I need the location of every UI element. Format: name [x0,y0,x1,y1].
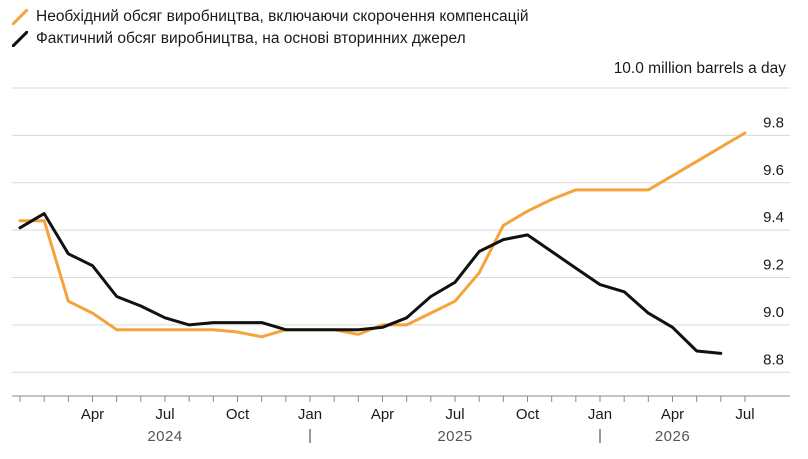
x-tick-label: Jul [155,406,174,423]
x-tick-label: Oct [516,406,540,423]
black-line-swatch-icon [12,31,28,47]
legend-item-actual: Фактичний обсяг виробництва, на основі в… [12,28,529,50]
legend: Необхідний обсяг виробництва, включаючи … [12,6,529,50]
unit-label: 10.0 million barrels a day [613,60,786,77]
y-tick-label: 9.2 [763,257,784,274]
x-tick-label: Jan [588,406,612,423]
year-label: 2026 [655,428,690,445]
legend-item-required: Необхідний обсяг виробництва, включаючи … [12,6,529,28]
x-tick-label: Jul [445,406,464,423]
y-tick-label: 9.6 [763,162,784,179]
y-tick-label: 9.4 [763,209,784,226]
year-label: 2024 [147,428,182,445]
orange-line-swatch-icon [12,9,28,25]
legend-label-required: Необхідний обсяг виробництва, включаючи … [36,8,529,25]
x-tick-label: Jan [298,406,322,423]
series-line-required [18,131,747,339]
y-tick-label: 8.8 [763,351,784,368]
x-tick-label: Oct [226,406,250,423]
x-tick-label: Apr [371,406,394,423]
year-label: 2025 [437,428,472,445]
y-tick-label: 9.8 [763,114,784,131]
y-tick-label: 9.0 [763,304,784,321]
x-tick-label: Apr [661,406,684,423]
x-tick-label: Apr [81,406,104,423]
legend-label-actual: Фактичний обсяг виробництва, на основі в… [36,30,466,47]
x-tick-label: Jul [735,406,754,423]
series-line-actual [18,212,723,355]
